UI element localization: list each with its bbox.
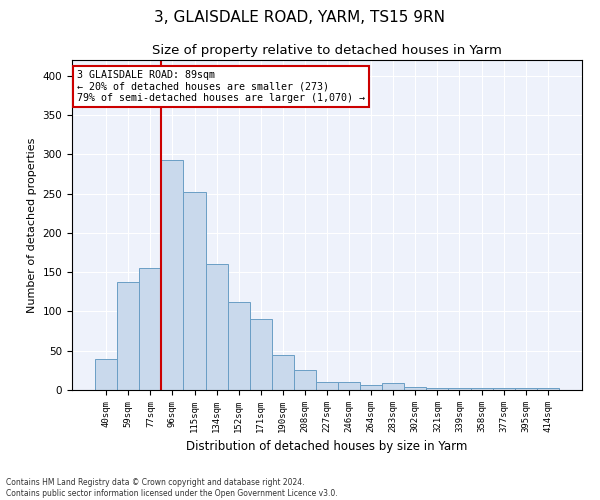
X-axis label: Distribution of detached houses by size in Yarm: Distribution of detached houses by size … bbox=[187, 440, 467, 454]
Bar bbox=[515, 388, 537, 390]
Bar bbox=[117, 282, 139, 390]
Bar bbox=[250, 320, 272, 390]
Bar bbox=[360, 386, 382, 390]
Bar bbox=[227, 302, 250, 390]
Bar bbox=[139, 268, 161, 390]
Bar bbox=[272, 354, 294, 390]
Y-axis label: Number of detached properties: Number of detached properties bbox=[27, 138, 37, 312]
Bar bbox=[206, 264, 227, 390]
Bar bbox=[316, 382, 338, 390]
Bar bbox=[294, 370, 316, 390]
Bar bbox=[161, 160, 184, 390]
Bar bbox=[493, 388, 515, 390]
Bar bbox=[95, 358, 117, 390]
Bar bbox=[382, 383, 404, 390]
Bar bbox=[427, 388, 448, 390]
Bar bbox=[184, 192, 206, 390]
Bar bbox=[338, 382, 360, 390]
Text: 3, GLAISDALE ROAD, YARM, TS15 9RN: 3, GLAISDALE ROAD, YARM, TS15 9RN bbox=[155, 10, 445, 25]
Text: 3 GLAISDALE ROAD: 89sqm
← 20% of detached houses are smaller (273)
79% of semi-d: 3 GLAISDALE ROAD: 89sqm ← 20% of detache… bbox=[77, 70, 365, 103]
Title: Size of property relative to detached houses in Yarm: Size of property relative to detached ho… bbox=[152, 44, 502, 58]
Bar bbox=[448, 388, 470, 390]
Bar bbox=[470, 388, 493, 390]
Bar bbox=[537, 388, 559, 390]
Bar bbox=[404, 387, 427, 390]
Text: Contains HM Land Registry data © Crown copyright and database right 2024.
Contai: Contains HM Land Registry data © Crown c… bbox=[6, 478, 338, 498]
